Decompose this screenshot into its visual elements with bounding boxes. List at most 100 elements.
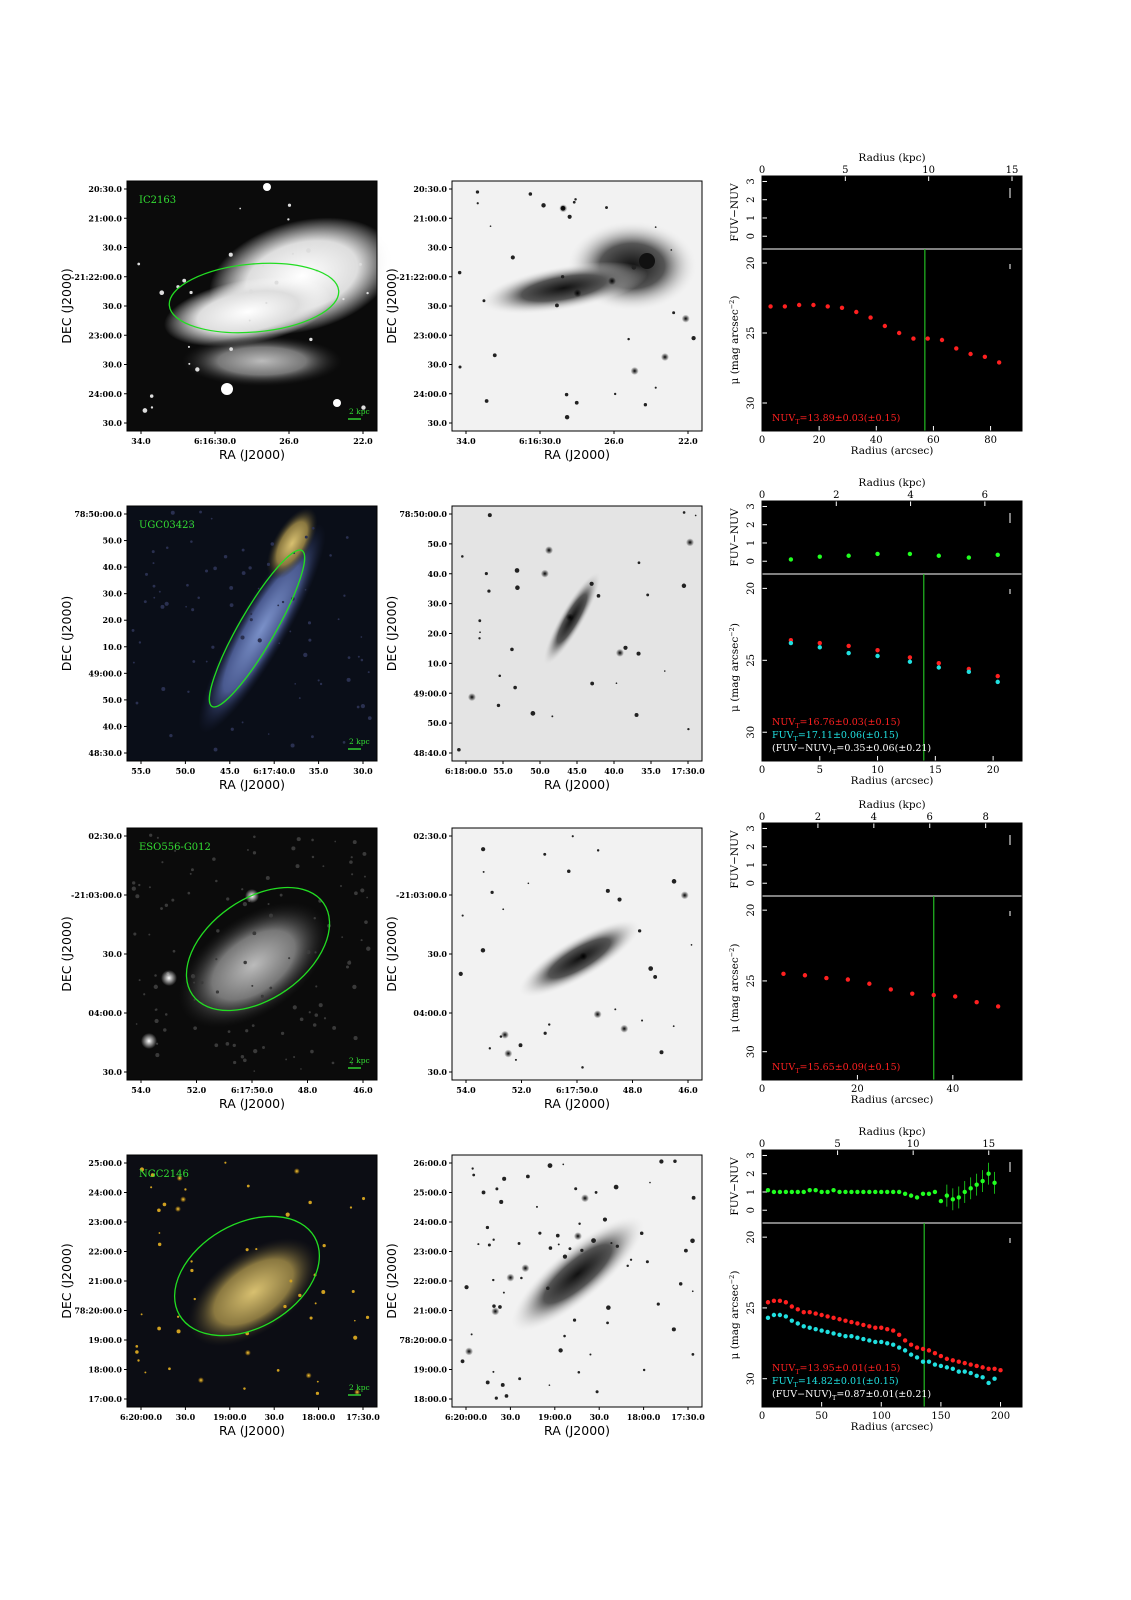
star	[298, 697, 301, 700]
star	[190, 540, 193, 543]
star	[170, 510, 175, 515]
nuv-profile-point	[849, 1319, 854, 1325]
star	[558, 1348, 563, 1353]
star	[589, 1353, 592, 1356]
star	[197, 1377, 204, 1384]
star	[457, 270, 462, 275]
ra-tick-label: 6:16:30.0	[519, 436, 562, 446]
fuv-profile-point	[950, 1366, 956, 1371]
star	[567, 214, 572, 219]
star	[360, 888, 365, 893]
star	[161, 970, 177, 986]
ra-tick-label: 30.0	[264, 1412, 284, 1422]
star	[189, 872, 192, 875]
star	[169, 733, 173, 738]
star	[240, 635, 245, 640]
star	[476, 202, 479, 205]
x-tick-label: 0	[759, 435, 765, 446]
nuv-profile-point	[855, 1321, 860, 1326]
star	[574, 1187, 578, 1191]
star	[304, 535, 308, 539]
star	[142, 408, 148, 413]
star	[484, 399, 489, 403]
star	[487, 513, 492, 518]
star	[157, 1208, 161, 1213]
kpc-tick-label: 0	[759, 1139, 765, 1150]
star	[543, 852, 547, 856]
star	[491, 1307, 500, 1316]
dec-tick-label: 24:00.0	[413, 1217, 447, 1227]
kpc-tick-label: 10	[922, 165, 935, 176]
star	[671, 1327, 676, 1332]
star	[500, 1383, 505, 1387]
kpc-tick-label: 2	[815, 812, 821, 823]
star	[215, 990, 220, 994]
star	[680, 891, 689, 900]
ra-tick-label: 18:00.0	[302, 1412, 336, 1422]
color-profile-point	[819, 1189, 824, 1195]
ra-tick-label: 17:30.0	[346, 1412, 380, 1422]
star	[332, 1026, 337, 1030]
color-tick-label: 0	[746, 880, 757, 886]
mu-tick-label: 25	[746, 654, 757, 667]
dec-tick-label: 04:00.0	[88, 1008, 122, 1018]
star	[135, 1350, 139, 1354]
nuv-profile-point	[802, 973, 808, 978]
star	[306, 248, 311, 253]
star	[182, 278, 187, 283]
mu-tick-label: 30	[746, 726, 757, 739]
mu-axis-label: μ (mag arcsec−2)	[728, 944, 741, 1033]
plot-background	[762, 823, 1022, 1080]
star	[246, 848, 249, 851]
star	[670, 249, 673, 251]
color-profile-point	[986, 1171, 991, 1176]
star	[252, 931, 257, 936]
star	[673, 1159, 677, 1163]
color-profile-point	[879, 1189, 884, 1195]
fuv-profile-point	[819, 1328, 824, 1333]
fuv-profile-point	[992, 1376, 997, 1381]
star	[144, 1371, 147, 1374]
star	[150, 406, 154, 409]
star	[268, 913, 274, 918]
star	[349, 1206, 353, 1209]
dec-tick-label: 78:20:00.0	[74, 1306, 122, 1316]
dec-tick-label: 17:00.0	[88, 1394, 122, 1404]
color-profile-point	[938, 1198, 944, 1204]
star	[280, 1031, 285, 1036]
nuv-profile-point	[781, 971, 786, 977]
nuv-profile-point	[911, 336, 916, 341]
dec-tick-label: 30.0	[428, 418, 448, 428]
color-tick-label: 0	[746, 1207, 757, 1213]
x-tick-label: 15	[929, 765, 942, 776]
color-profile-point	[801, 1189, 806, 1195]
star	[161, 687, 166, 692]
magnitude-value: =0.35±0.06(±0.21)	[836, 743, 931, 754]
star	[295, 864, 300, 869]
magnitude-band: NUV	[772, 1363, 795, 1374]
mu-tick-label: 25	[746, 975, 757, 988]
star	[560, 275, 565, 279]
star	[285, 1212, 290, 1217]
star	[354, 891, 358, 896]
star	[659, 1050, 664, 1055]
star	[568, 1247, 572, 1251]
star	[594, 1191, 598, 1194]
star	[278, 642, 281, 645]
star	[559, 204, 568, 213]
star	[562, 1163, 565, 1166]
star	[322, 1244, 326, 1248]
star	[572, 1318, 577, 1322]
ra-tick-label: 45.0	[567, 766, 587, 776]
star	[352, 840, 357, 845]
star	[214, 1043, 219, 1048]
star	[252, 851, 257, 855]
ra-tick-label: 52.0	[187, 1085, 207, 1095]
star	[492, 353, 497, 358]
star	[221, 383, 233, 395]
dec-tick-label: 30.0	[103, 949, 123, 959]
nuv-profile-point	[974, 999, 979, 1005]
galaxy-emission	[188, 1237, 320, 1347]
star	[578, 1222, 581, 1226]
